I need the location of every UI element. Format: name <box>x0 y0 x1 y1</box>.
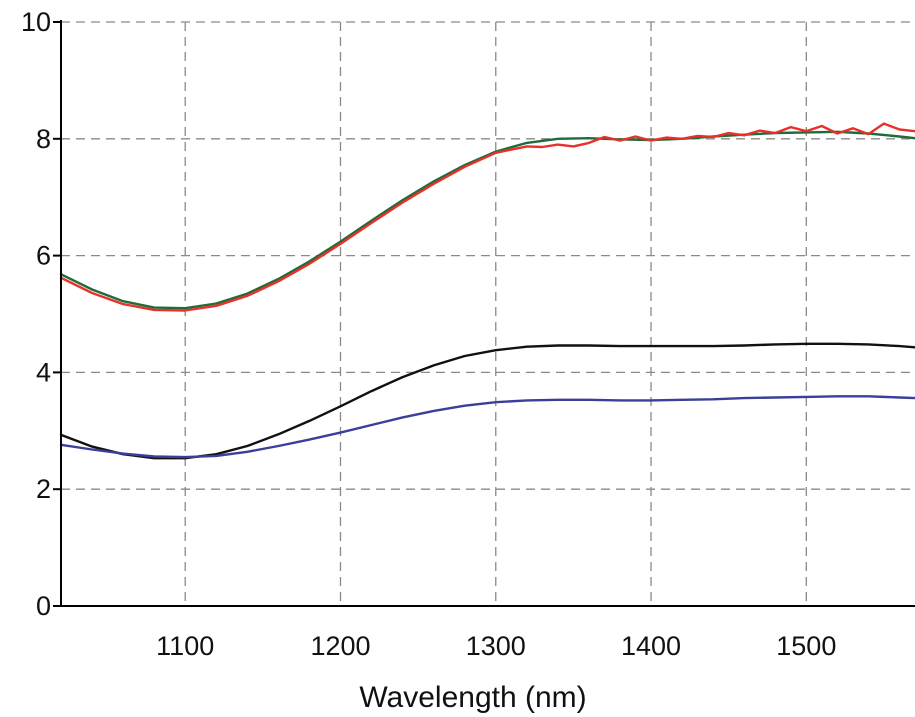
series-line-1 <box>59 130 915 310</box>
y-tick-label-2: 2 <box>36 474 51 504</box>
tick-labels: 0 2 4 6 8 10 1100 1200 1300 1400 1500 <box>21 7 836 661</box>
x-axis-label: Wavelength (nm) <box>359 681 586 714</box>
x-tick-label-1100: 1100 <box>156 631 214 661</box>
y-tick-label-6: 6 <box>36 241 51 271</box>
y-tick-label-4: 4 <box>36 357 51 387</box>
series-lines <box>59 122 915 460</box>
x-tick-label-1400: 1400 <box>621 631 681 661</box>
x-tick-label-1500: 1500 <box>776 631 836 661</box>
series-line-2 <box>59 122 915 312</box>
y-tick-label-8: 8 <box>36 124 51 154</box>
axes <box>53 20 915 607</box>
series-line-3 <box>59 342 915 460</box>
y-tick-label-0: 0 <box>36 591 51 621</box>
x-tick-label-1200: 1200 <box>310 631 370 661</box>
grid-lines <box>61 21 915 606</box>
x-tick-label-1300: 1300 <box>466 631 526 661</box>
series-line-4 <box>59 395 915 459</box>
y-tick-label-10: 10 <box>21 7 51 37</box>
